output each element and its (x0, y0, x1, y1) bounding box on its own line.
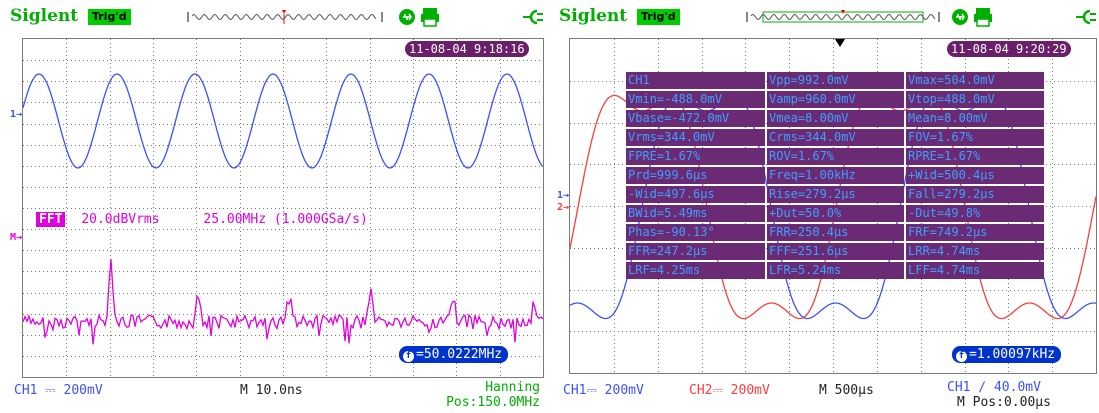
graticule (22, 38, 544, 378)
measurement-cell: +Dut=50.0% (767, 205, 904, 222)
measurement-cell: ROV=1.67% (767, 148, 904, 165)
ch1-scale: CH1 ⎓ 200mV (14, 383, 103, 398)
measurement-row: CH1 Vpp=992.0mV Vmax=504.0mV (626, 72, 1044, 89)
horizontal-position: M Pos:0.00μs (957, 395, 1051, 410)
measurement-cell: Vtop=488.0mV (906, 91, 1044, 108)
measurement-cell: FFR=247.2μs (626, 243, 765, 260)
measurement-row: Vbase=-472.0mV Vmea=8.00mV Mean=8.00mV (626, 110, 1044, 127)
printer-icon (421, 8, 439, 27)
frequency-readout: f =50.0222MHz (399, 346, 509, 363)
measurement-cell: LRF=4.25ms (626, 262, 765, 279)
measurement-cell: FPRE=1.67% (626, 148, 765, 165)
measurement-cell: FRR=250.4μs (767, 224, 904, 241)
fft-header: FFT 20.0dBVrms 25.00MHz (1.000GSa/s) (36, 212, 368, 227)
measurement-row: Prd=999.6μs Freq=1.00kHz +Wid=500.4μs (626, 167, 1044, 184)
fft-tag: FFT (36, 212, 66, 227)
timebase: M 10.0ns (240, 383, 303, 398)
status-bar: Siglent Trig'd (0, 0, 546, 36)
measurement-cell: Freq=1.00kHz (767, 167, 904, 184)
trigger-position-icon (746, 10, 940, 23)
measurement-cell: RPRE=1.67% (906, 148, 1044, 165)
ch1-sine-trace (23, 73, 543, 169)
trigger-position-icon (187, 10, 383, 24)
fft-scale: 20.0dBVrms (81, 212, 160, 227)
frequency-icon: f (403, 351, 414, 362)
frequency-icon: f (956, 351, 967, 362)
measurement-cell: LFF=4.74ms (906, 262, 1044, 279)
measurement-cell: Vmax=504.0mV (906, 72, 1044, 89)
trigger-status-badge: Trig'd (637, 9, 680, 25)
measurement-row: FPRE=1.67% ROV=1.67% RPRE=1.67% (626, 148, 1044, 165)
measurement-cell: LRR=4.74ms (906, 243, 1044, 260)
measurement-cell: -Wid=497.6μs (626, 186, 765, 203)
measurement-row: LRF=4.25ms LFR=5.24ms LFF=4.74ms (626, 262, 1044, 279)
ch1-level-marker: 1→ (10, 109, 23, 120)
timebase: M 500μs (819, 383, 874, 398)
trigger-setting: CH1 ∕ 40.0mV (947, 380, 1041, 395)
measurement-row: BWid=5.49ms +Dut=50.0% -Dut=49.8% (626, 205, 1044, 222)
measurement-row: -Wid=497.6μs Rise=279.2μs Fall=279.2μs (626, 186, 1044, 203)
printer-icon (974, 8, 992, 27)
measurement-row: Phas=-90.13° FRR=250.4μs FRF=749.2μs (626, 224, 1044, 241)
measurement-cell: Phas=-90.13° (626, 224, 765, 241)
measurement-cell: -Dut=49.8% (906, 205, 1044, 222)
measurement-row: Vrms=344.0mV Crms=344.0mV FOV=1.67% (626, 129, 1044, 146)
fft-spectrum-trace (23, 259, 543, 345)
measurement-cell: Rise=279.2μs (767, 186, 904, 203)
measurement-row: Vmin=-488.0mV Vamp=960.0mV Vtop=488.0mV (626, 91, 1044, 108)
right-scope-screen: Siglent Trig'd 11-08-04 9:20:29 1→ 2→ (553, 0, 1099, 413)
measurement-cell: Prd=999.6μs (626, 167, 765, 184)
waveform-display (23, 39, 543, 376)
measurement-cell: BWid=5.49ms (626, 205, 765, 222)
power-plug-icon (1076, 9, 1096, 25)
power-plug-icon (523, 9, 543, 25)
brand-logo: Siglent (559, 6, 628, 26)
measurement-cell: FOV=1.67% (906, 129, 1044, 146)
measurement-cell: Vbase=-472.0mV (626, 110, 765, 127)
fft-position: Pos:150.0MHz (446, 395, 540, 410)
brand-logo: Siglent (10, 6, 79, 26)
fft-level-marker: M→ (10, 232, 23, 243)
measurement-cell: LFR=5.24ms (767, 262, 904, 279)
ch2-scale: CH2⎓ 200mV (689, 383, 770, 398)
measurement-cell: Vmin=-488.0mV (626, 91, 765, 108)
trigger-status-badge: Trig'd (88, 9, 131, 25)
measurement-cell: Crms=344.0mV (767, 129, 904, 146)
measurement-row: FFR=247.2μs FFF=251.6μs LRR=4.74ms (626, 243, 1044, 260)
measurement-cell: FFF=251.6μs (767, 243, 904, 260)
status-bar: Siglent Trig'd (553, 0, 1099, 36)
measurement-table: CH1 Vpp=992.0mV Vmax=504.0mV Vmin=-488.0mV V… (626, 72, 1044, 338)
measurement-cell: Mean=8.00mV (906, 110, 1044, 127)
ch1-scale: CH1⎓ 200mV (563, 383, 644, 398)
measurement-cell: FRF=749.2μs (906, 224, 1044, 241)
ch2-level-marker: 2→ (557, 202, 570, 213)
datetime-badge: 11-08-04 9:20:29 (947, 41, 1071, 57)
fft-span: 25.00MHz (1.000GSa/s) (203, 212, 368, 227)
measurement-cell: Vamp=960.0mV (767, 91, 904, 108)
left-scope-screen: Siglent Trig'd 11-08-04 9:18:16 1→ M→ FF… (0, 0, 546, 413)
measurement-cell: Vpp=992.0mV (767, 72, 904, 89)
frequency-readout: f =1.00097kHz (952, 346, 1062, 363)
trigger-time-marker (835, 39, 845, 47)
usb-icon (399, 9, 415, 25)
ch1-level-marker: 1→ (557, 190, 570, 201)
fft-window: Hanning (485, 380, 540, 395)
measurement-cell: Vrms=344.0mV (626, 129, 765, 146)
measurement-cell: Fall=279.2μs (906, 186, 1044, 203)
measurement-cell: CH1 (626, 72, 765, 89)
measurement-cell: +Wid=500.4μs (906, 167, 1044, 184)
usb-icon (952, 9, 968, 25)
measurement-cell: Vmea=8.00mV (767, 110, 904, 127)
datetime-badge: 11-08-04 9:18:16 (405, 41, 529, 57)
